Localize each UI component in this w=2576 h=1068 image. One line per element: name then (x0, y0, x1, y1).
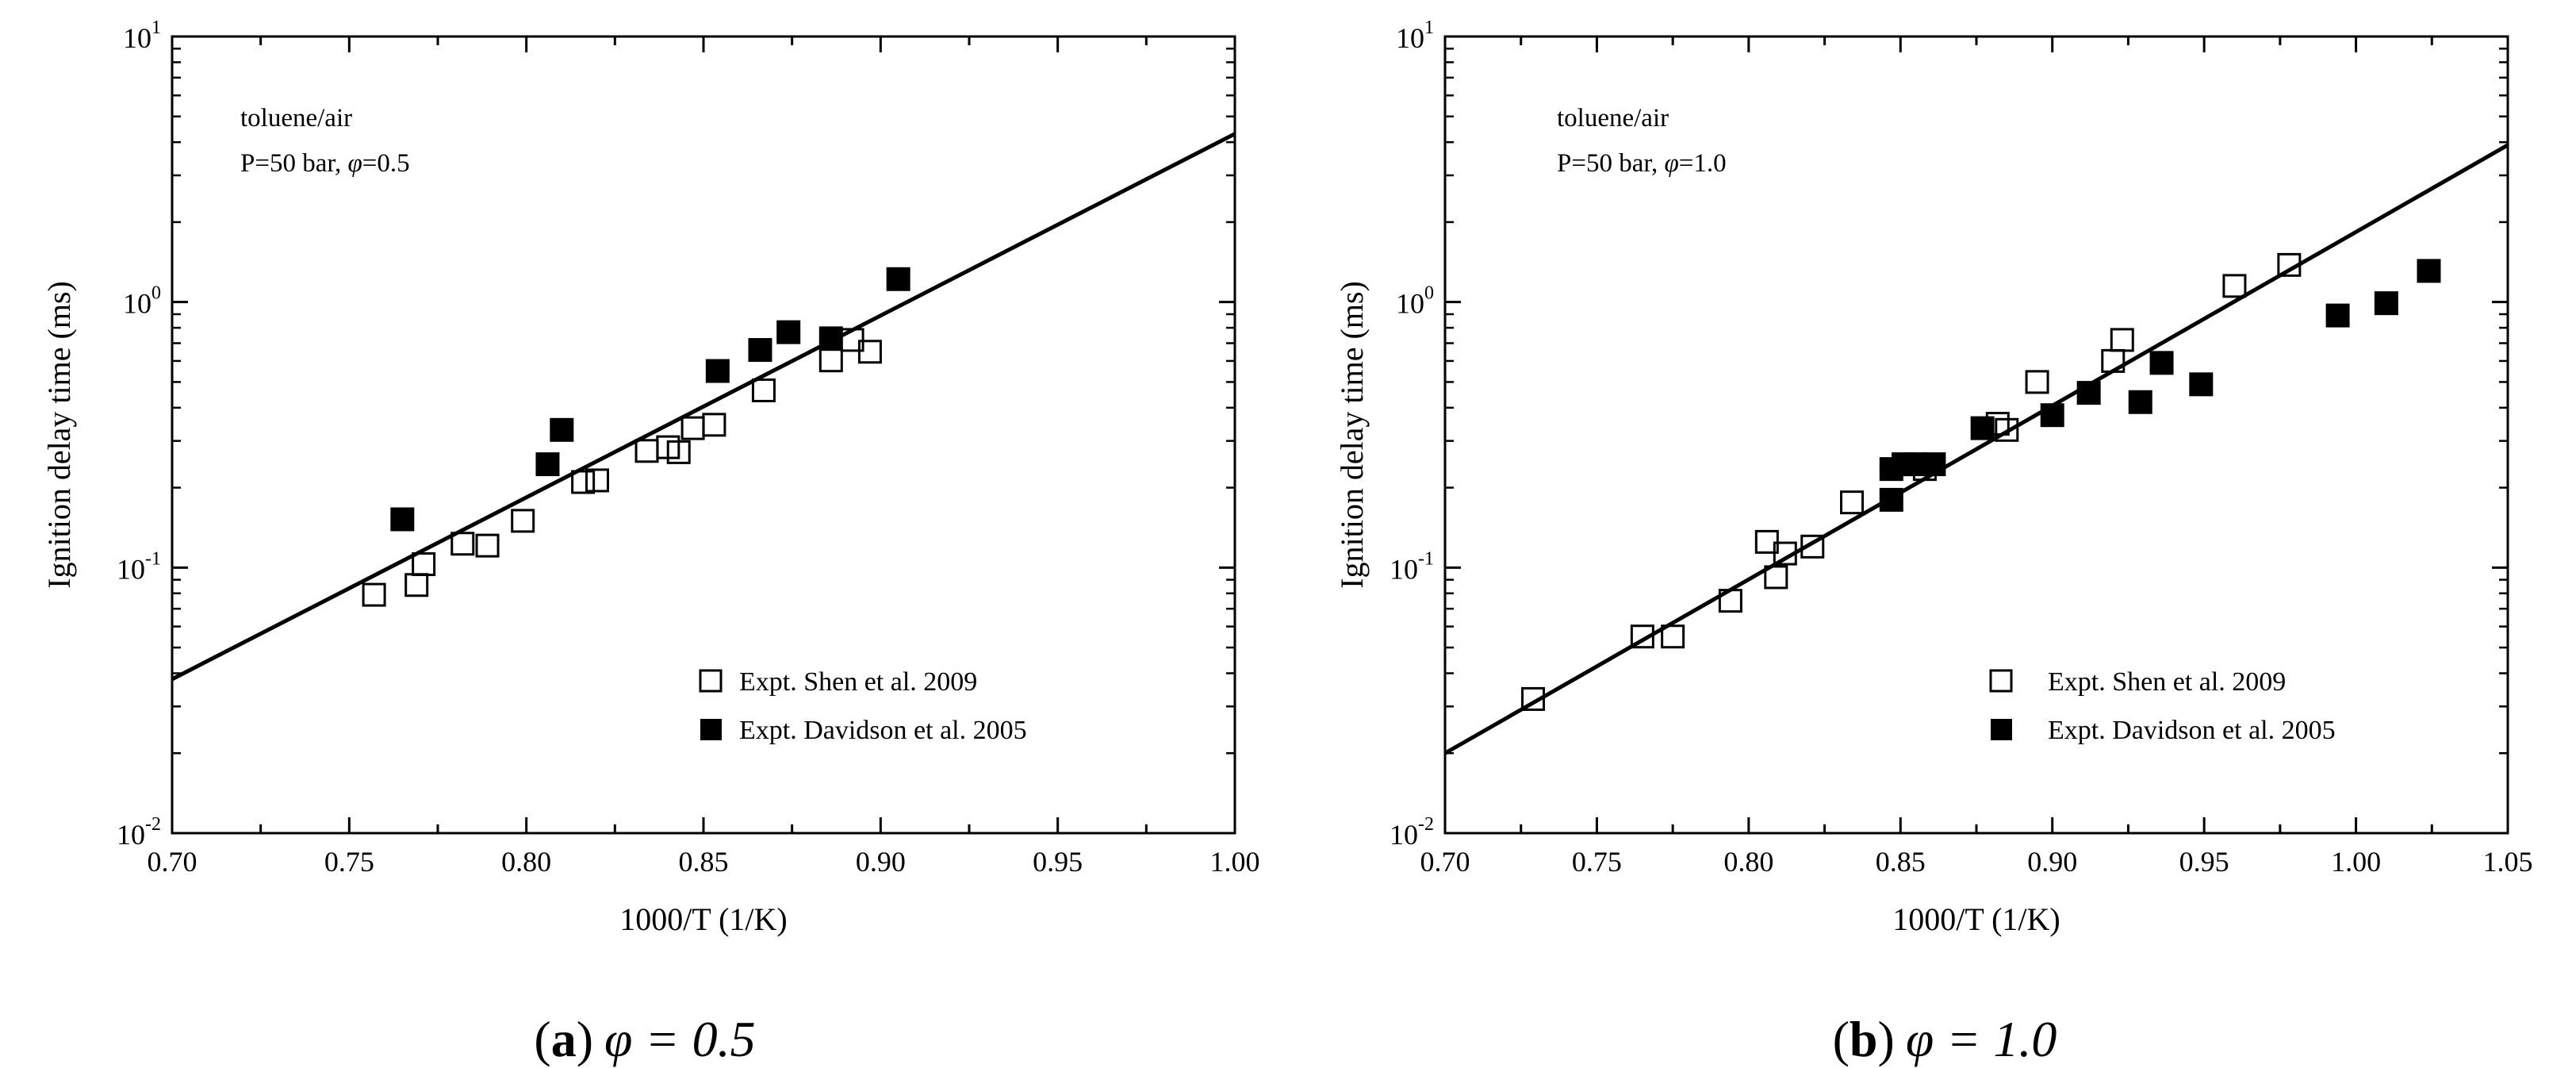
panel-b-point-davidson (2128, 390, 2152, 414)
panel-a-point-shen (680, 416, 705, 440)
panel-a-x-tick-label: 0.85 (679, 846, 729, 878)
panel-b-x-tick-label: 0.70 (1420, 846, 1470, 878)
panel-b-point-davidson (2374, 291, 2398, 316)
panel-b-point-shen (1840, 490, 1865, 515)
panel-a-point-shen (571, 470, 596, 494)
panel-a-x-tick-label: 0.95 (1033, 846, 1083, 878)
panel-a-y-axis-label: Ignition delay time (ms) (41, 281, 77, 589)
panel-b-legend-marker-davidson (1991, 719, 2012, 740)
panel-a-point-davidson (886, 267, 910, 291)
panel-b-caption: (b) φ = 1.0 (1833, 1011, 2057, 1067)
panel-b-point-shen (2277, 252, 2302, 277)
panel-b-point-shen (1630, 624, 1654, 649)
panel-a-x-tick-label: 0.90 (856, 846, 906, 878)
panel-b-point-davidson (2149, 351, 2174, 375)
panel-b-legend-label-davidson: Expt. Davidson et al. 2005 (2048, 716, 2336, 745)
panel-b-point-davidson (2417, 259, 2441, 283)
panel-b-point-davidson (2076, 381, 2101, 405)
panel-b-fit-line (1443, 143, 2509, 755)
panel-a-point-davidson (748, 338, 772, 363)
panel-a-point-shen (634, 439, 659, 463)
panel-a-point-shen (404, 573, 429, 597)
panel-a-y-tick-label: 101 (123, 17, 161, 54)
panel-a-y-tick-label: 100 (123, 283, 161, 320)
panel-b-point-shen (1661, 624, 1685, 649)
panel-b-point-shen (1995, 417, 2019, 442)
panel-a-point-shen (450, 532, 475, 556)
panel-b-point-shen (1521, 686, 1546, 711)
panel-a-point-shen (412, 552, 436, 577)
panel-b-x-tick-label: 0.80 (1723, 846, 1773, 878)
panel-b-x-tick-label: 0.90 (2027, 846, 2077, 878)
panel-a-point-shen (818, 348, 843, 373)
panel-b-legend-label-shen: Expt. Shen et al. 2009 (2048, 667, 2286, 697)
panel-b-point-shen (2222, 274, 2247, 298)
panel-a-legend-label-shen: Expt. Shen et al. 2009 (739, 667, 977, 697)
panel-a-point-davidson (390, 507, 415, 532)
panel-a-legend-marker-davidson (700, 719, 722, 740)
panel-a-point-shen (475, 533, 500, 558)
panel-b: 0.70 0.75 0.80 0.85 0.90 0.95 1.00 1.05 10-2 10-1… (1390, 17, 2533, 878)
panel-a-annotation-line1: toluene/air (240, 104, 352, 133)
panel-b-x-tick-label: 0.95 (2179, 846, 2229, 878)
panel-b-point-shen (2025, 370, 2049, 394)
panel-a-point-davidson (818, 326, 843, 351)
panel-a-point-shen (751, 378, 776, 402)
panel-b-point-davidson (2325, 303, 2350, 328)
panel-a-annotation-line2: P=50 bar, φ=0.5 (240, 149, 410, 178)
panel-b-y-tick-label: 10-1 (1390, 548, 1434, 585)
panel-b-x-tick-label: 1.05 (2483, 846, 2533, 878)
panel-a-x-tick-label: 0.70 (148, 846, 197, 878)
panel-a-caption: (a) φ = 0.5 (534, 1011, 755, 1067)
panel-b-x-tick-label: 0.75 (1572, 846, 1622, 878)
panel-a-legend-label-davidson: Expt. Davidson et al. 2005 (739, 716, 1027, 745)
panel-b-point-davidson (2189, 372, 2214, 397)
panel-a-point-davidson (776, 320, 801, 344)
panel-a-x-tick-label: 0.80 (501, 846, 551, 878)
panel-a-point-shen (511, 509, 535, 533)
panel-a-y-tick-label: 10-2 (117, 814, 161, 851)
panel-b-point-davidson (1879, 487, 1903, 512)
panel-b-point-shen (1764, 565, 1788, 590)
panel-b-y-axis-label: Ignition delay time (ms) (1334, 281, 1370, 589)
panel-a-point-shen (857, 340, 882, 364)
panel-a-y-tick-label: 10-1 (117, 548, 161, 585)
panel-b-y-tick-label: 100 (1396, 283, 1434, 320)
panel-a-point-shen (585, 468, 609, 493)
panel-a-point-davidson (550, 417, 574, 442)
panel-b-point-shen (1800, 534, 1825, 559)
panel-b-x-tick-label: 1.00 (2331, 846, 2381, 878)
panel-a-fit-line (171, 132, 1236, 682)
panel-b-point-davidson (2040, 403, 2064, 428)
panel-b-legend-marker-shen (1989, 669, 2013, 693)
panel-a: 0.70 0.75 0.80 0.85 0.90 0.95 1.00 10-2 10-1 100 1… (117, 17, 1260, 878)
panel-b-x-axis-label: 1000/T (1/K) (1892, 901, 2060, 937)
panel-a-point-shen (666, 440, 691, 464)
panel-a-point-shen (362, 582, 386, 607)
panel-b-point-davidson (1970, 416, 1995, 440)
panel-b-point-davidson (1922, 452, 1946, 477)
panel-b-y-tick-label: 101 (1396, 17, 1434, 54)
panel-a-point-davidson (535, 452, 560, 477)
panel-b-point-shen (1718, 589, 1742, 613)
panel-b-point-shen (2110, 328, 2134, 352)
panel-b-annotation-line1: toluene/air (1557, 104, 1669, 133)
panel-b-annotation-line2: P=50 bar, φ=1.0 (1557, 149, 1727, 178)
panel-a-point-shen (702, 413, 726, 437)
panel-a-x-tick-label: 0.75 (324, 846, 374, 878)
panel-a-legend-marker-shen (699, 669, 723, 693)
panel-a-x-axis-label: 1000/T (1/K) (619, 901, 787, 937)
panel-b-y-tick-label: 10-2 (1390, 814, 1434, 851)
panel-b-point-shen (1773, 541, 1797, 566)
panel-a-point-davidson (705, 359, 730, 383)
panel-a-x-tick-label: 1.00 (1210, 846, 1260, 878)
panel-b-x-tick-label: 0.85 (1876, 846, 1926, 878)
